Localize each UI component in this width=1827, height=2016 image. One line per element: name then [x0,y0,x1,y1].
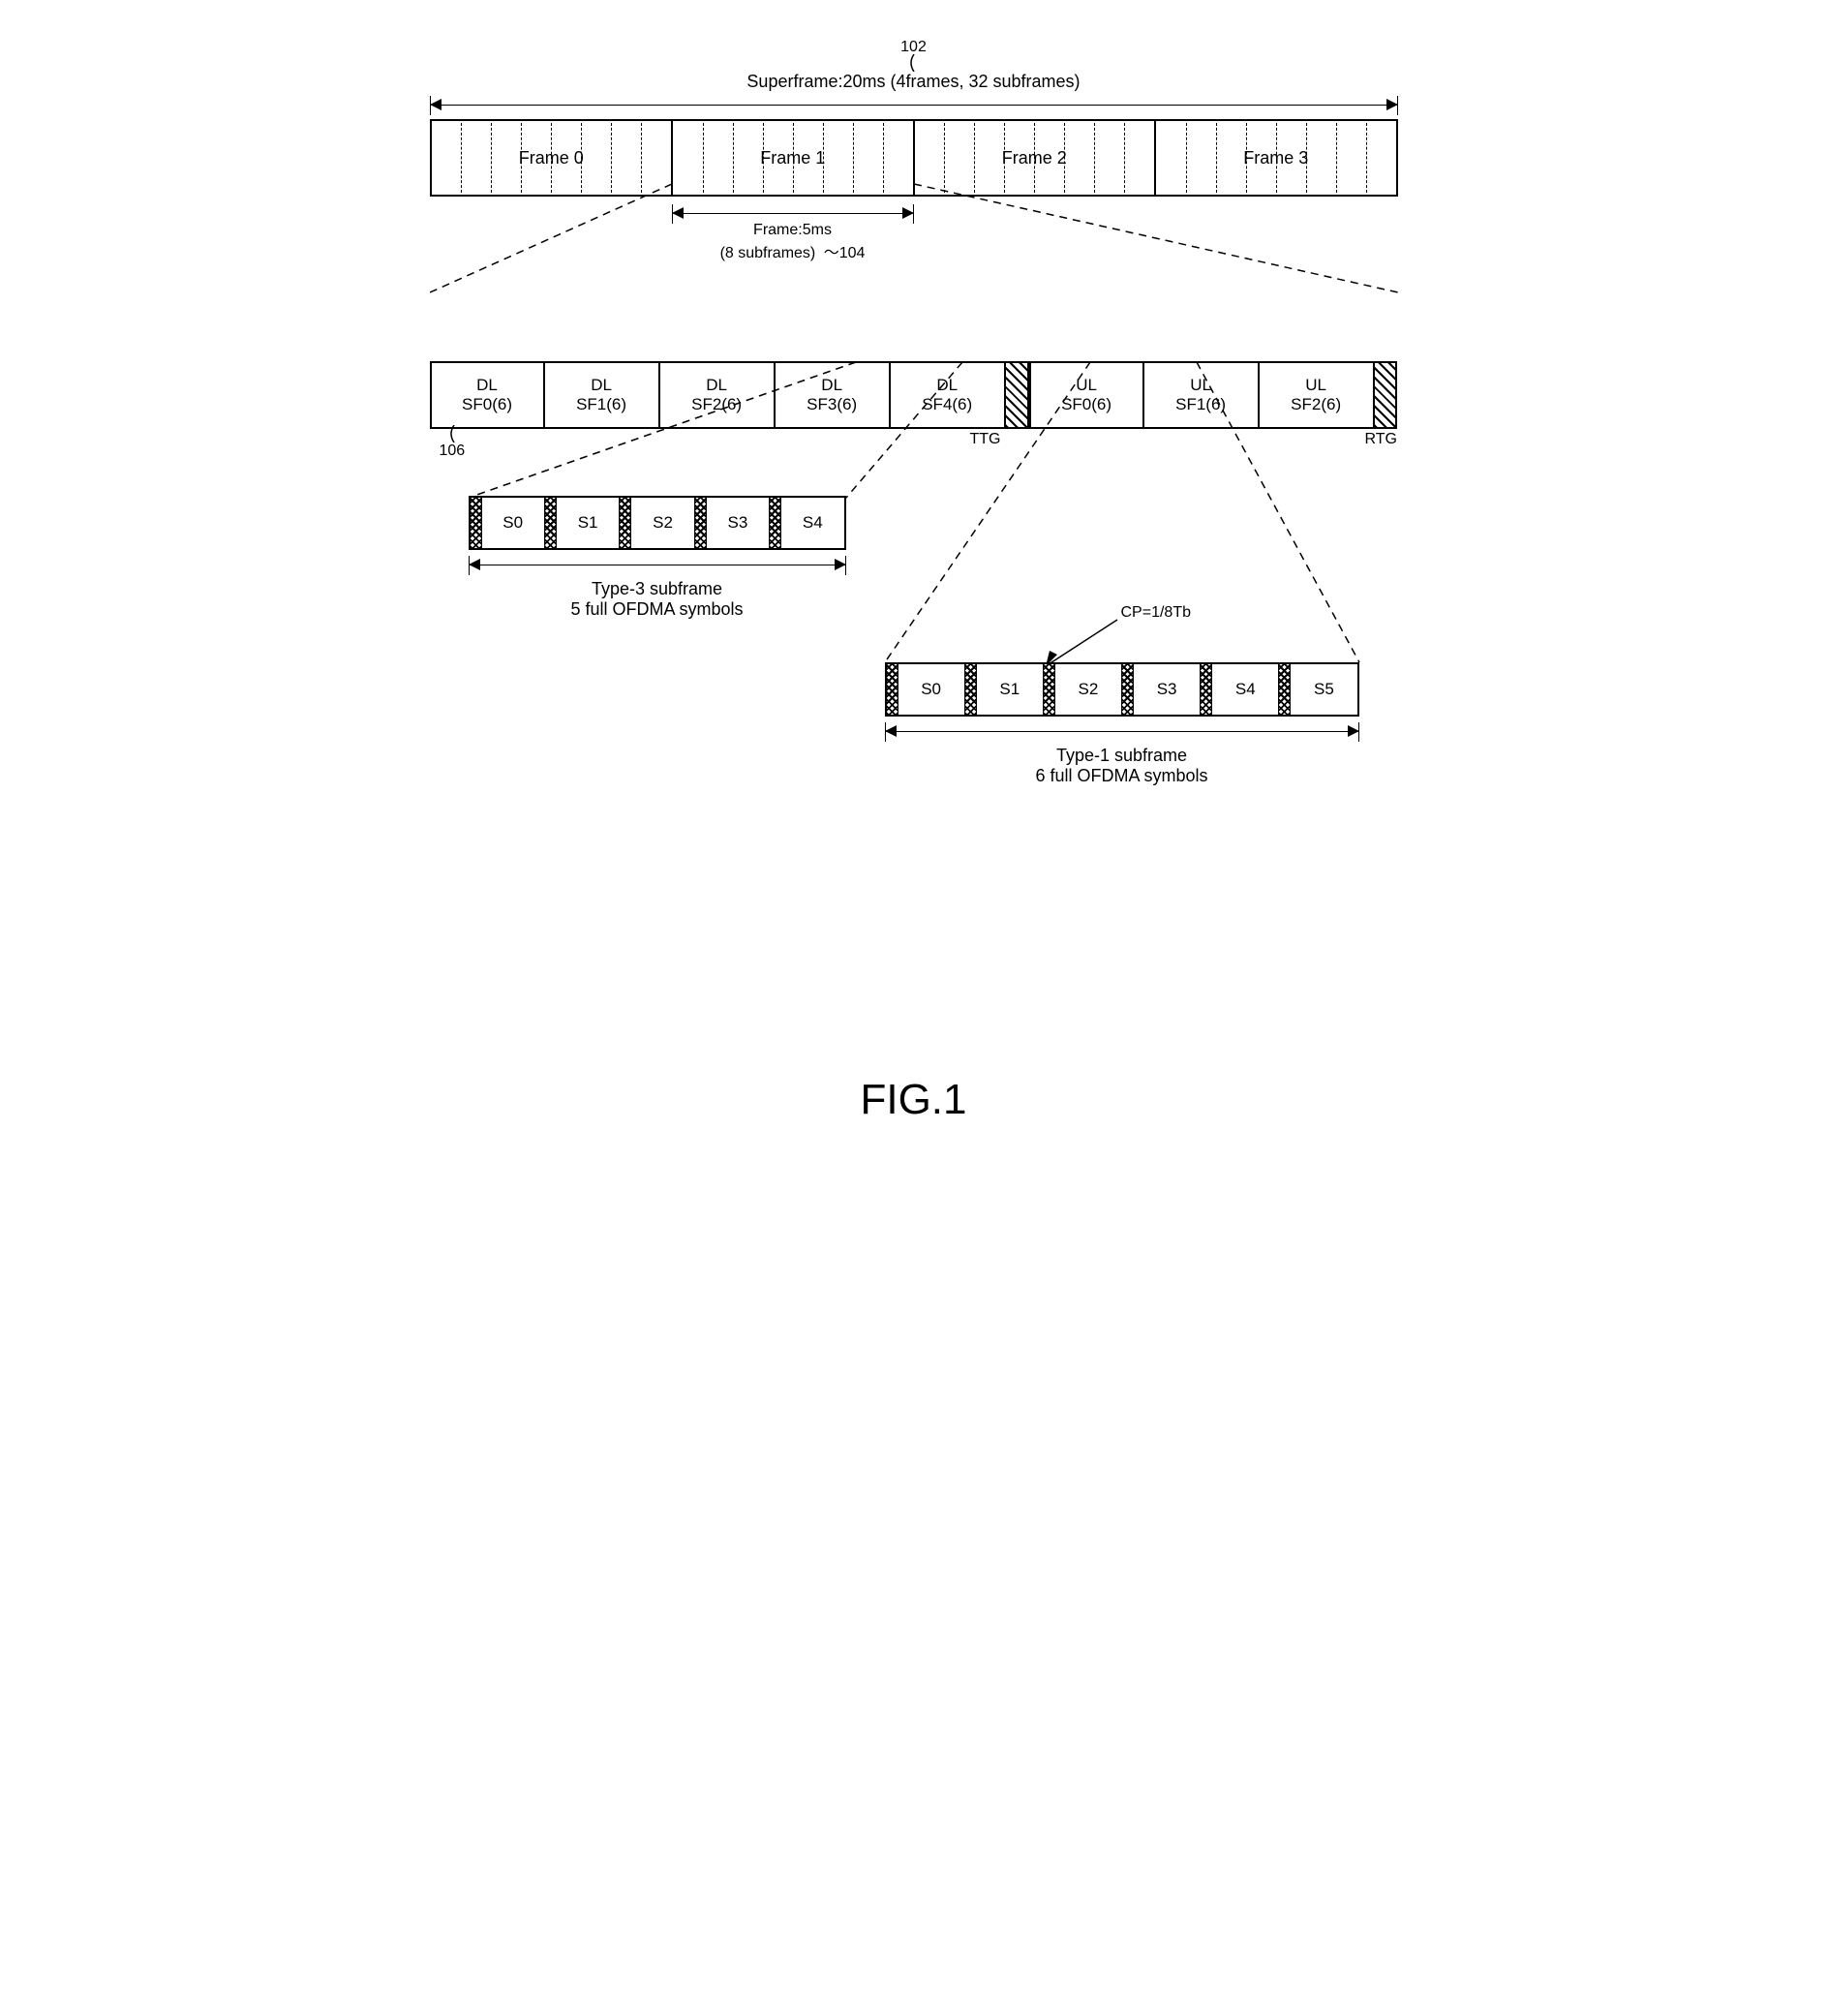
cp-prefix [1122,664,1134,715]
ofdma-symbol: S1 [977,664,1044,715]
cp-prefix [1044,664,1055,715]
cp-prefix [887,664,898,715]
ref-104: 〜104 [824,245,866,261]
subframe-row: DLSF0(6)DLSF1(6)DLSF2(6)DLSF3(6)DLSF4(6)… [430,361,1398,429]
type3-title-2: 5 full OFDMA symbols [469,599,846,620]
superframe-dim [430,96,1398,115]
subframe-box: ULSF1(6) [1144,361,1260,429]
cp-prefix [695,498,707,548]
gap-box [1375,361,1398,429]
subframe-box: ULSF2(6) [1260,361,1375,429]
frame-label-2: (8 subframes) [720,245,816,261]
frame-label-1: Frame:5ms [672,222,914,239]
frame-box: Frame 0 [430,119,674,197]
ofdma-symbol: S3 [1134,664,1201,715]
ofdma-symbol: S2 [631,498,694,548]
type1-block: S0S1S2S3S4S5 Type-1 subframe 6 full OFDM… [885,662,1359,786]
ofdma-symbol: S3 [707,498,770,548]
cp-prefix [1279,664,1291,715]
ref-102: 102 [900,39,927,55]
rtg-label: RTG [1365,431,1397,448]
ofdma-symbol: S1 [557,498,620,548]
frame-box: Frame 3 [1156,119,1398,197]
cp-label: CP=1/8Tb [1121,604,1191,622]
cp-prefix [545,498,557,548]
cp-prefix [471,498,482,548]
frame-dim [672,204,914,224]
ofdma-symbol: S5 [1291,664,1356,715]
frame-box: Frame 1 [673,119,915,197]
frame-box: Frame 2 [915,119,1157,197]
ttg-label: TTG [970,431,1001,448]
ofdma-symbol: S4 [1212,664,1279,715]
ofdma-symbol: S4 [781,498,843,548]
ofdma-symbol: S0 [898,664,965,715]
type1-title-2: 6 full OFDMA symbols [885,766,1359,786]
subframe-box: DLSF0(6) [430,361,545,429]
ofdma-symbol: S2 [1055,664,1122,715]
subframe-box: DLSF3(6) [776,361,891,429]
cp-prefix [770,498,781,548]
superframe-title: Superframe:20ms (4frames, 32 subframes) [430,72,1398,92]
cp-prefix [620,498,631,548]
gap-box [1006,361,1029,429]
cp-prefix [1201,664,1212,715]
ref-106: 106 [440,443,466,460]
subframe-box: DLSF1(6) [545,361,660,429]
cp-prefix [965,664,977,715]
figure-title: FIG.1 [430,1076,1398,1124]
subframe-box: ULSF0(6) [1029,361,1144,429]
ofdma-symbol: S0 [482,498,545,548]
type1-title-1: Type-1 subframe [885,746,1359,766]
superframe-row: Frame 0Frame 1Frame 2Frame 3 [430,119,1398,197]
subframe-box: DLSF2(6) [660,361,776,429]
type3-block: S0S1S2 S3S4 Type-3 subframe 5 full OFDMA … [469,496,846,620]
subframe-box: DLSF4(6) [891,361,1006,429]
type3-title-1: Type-3 subframe [469,579,846,599]
